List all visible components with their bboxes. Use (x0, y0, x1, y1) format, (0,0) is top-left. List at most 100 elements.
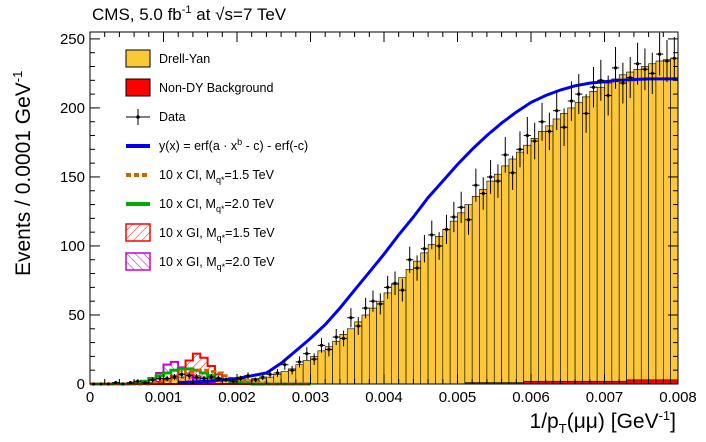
x-tick-label: 0 (86, 389, 94, 406)
data-point (259, 374, 267, 381)
drell-yan-bar (523, 144, 532, 385)
data-marker (621, 81, 625, 85)
data-point (237, 375, 245, 382)
data-point (501, 137, 509, 173)
data-marker (231, 379, 235, 383)
data-point (339, 330, 348, 347)
data-point (200, 375, 208, 382)
data-marker (474, 183, 478, 187)
drell-yan-bar (486, 180, 495, 385)
data-marker (599, 78, 603, 82)
data-marker (459, 205, 463, 209)
x-tick-label: 0.002 (218, 389, 256, 406)
data-point (134, 379, 142, 384)
y-tick-label: 250 (60, 31, 85, 48)
data-point (303, 347, 311, 361)
x-tick-label: 0.006 (512, 389, 550, 406)
data-marker (128, 381, 133, 385)
data-marker (143, 381, 147, 385)
data-point (604, 75, 612, 116)
y-tick-label: 150 (60, 169, 85, 186)
drell-yan-bar (582, 96, 591, 385)
data-marker (158, 376, 162, 381)
data-marker (114, 381, 118, 385)
data-point (222, 377, 230, 383)
data-marker (643, 67, 647, 71)
drell-yan-bar (457, 212, 466, 385)
drell-yan-bar (493, 173, 502, 385)
data-point (148, 377, 157, 383)
y-tick-label: 50 (68, 307, 85, 324)
data-marker (165, 376, 169, 381)
legend-item-ci-15: 10 x CI, Mq*=1.5 TeV (126, 168, 275, 185)
data-point (398, 278, 407, 302)
data-point (457, 191, 465, 223)
non-dy-bar (640, 379, 649, 385)
data-marker (650, 71, 654, 76)
data-marker (239, 376, 243, 381)
data-point (273, 369, 282, 377)
data-point (185, 372, 193, 380)
data-marker (540, 120, 544, 124)
drell-yan-bar (552, 118, 561, 385)
data-point (369, 290, 377, 312)
legend-item-non-dy: Non-DY Background (125, 78, 273, 97)
drell-yan-bar (611, 78, 620, 385)
data-marker (665, 59, 669, 63)
data-point (545, 112, 554, 151)
x-axis-title: 1/pT(μμ) [GeV-1] (530, 408, 676, 436)
legend-item-drell-yan: Drell-Yan (125, 49, 210, 68)
data-marker (290, 368, 294, 372)
data-marker (378, 302, 382, 306)
data-marker (555, 109, 559, 113)
data-marker (606, 93, 610, 98)
data-marker (437, 244, 441, 248)
y-tick-label: 0 (77, 376, 85, 393)
data-point (619, 62, 627, 104)
data-point (384, 275, 392, 299)
data-point (641, 48, 649, 91)
axis-ticks: 0 0.001 0.002 0.003 0.004 0.005 0.006 0.007 0.00… (60, 31, 697, 406)
non-dy-bar (670, 379, 679, 385)
data-marker (577, 92, 581, 96)
data-marker (253, 378, 257, 382)
data-marker (562, 125, 566, 129)
data-marker (312, 357, 316, 361)
data-point (317, 338, 326, 353)
data-marker (591, 85, 596, 89)
x-tick-label: 0.008 (659, 389, 697, 406)
legend-label: 10 x CI, Mq*=2.0 TeV (159, 197, 275, 214)
drell-yan-bar (626, 71, 635, 385)
data-marker (261, 375, 265, 379)
data-point (582, 94, 590, 133)
drell-yan-bar (538, 131, 546, 385)
data-marker (364, 306, 368, 310)
data-marker (246, 374, 250, 378)
drell-yan-bar (640, 66, 649, 385)
drell-yan-bar (633, 68, 642, 385)
data-marker (481, 191, 485, 196)
data-marker (415, 266, 419, 270)
data-point (648, 52, 656, 95)
drell-yan-bar (567, 107, 576, 385)
data-marker (150, 378, 155, 382)
non-dy-bar (648, 379, 657, 385)
data-point (611, 47, 620, 89)
drell-yan-bar (317, 350, 326, 385)
data-marker (283, 363, 287, 367)
data-point (420, 235, 429, 263)
data-point (391, 271, 399, 296)
drell-yan-bar (604, 82, 613, 385)
legend-item-fit: y(x) = erf(a · xb - c) - erf(-c) (126, 137, 308, 153)
drell-yan-bar (618, 74, 627, 385)
data-marker (525, 133, 529, 138)
drell-yan-bar (302, 360, 311, 385)
data-point (597, 59, 605, 101)
data-marker (305, 352, 309, 356)
data-marker (194, 375, 199, 379)
data-marker (202, 376, 206, 381)
data-marker (187, 374, 191, 378)
data-point (538, 102, 546, 141)
drell-yan-bar (442, 229, 451, 385)
